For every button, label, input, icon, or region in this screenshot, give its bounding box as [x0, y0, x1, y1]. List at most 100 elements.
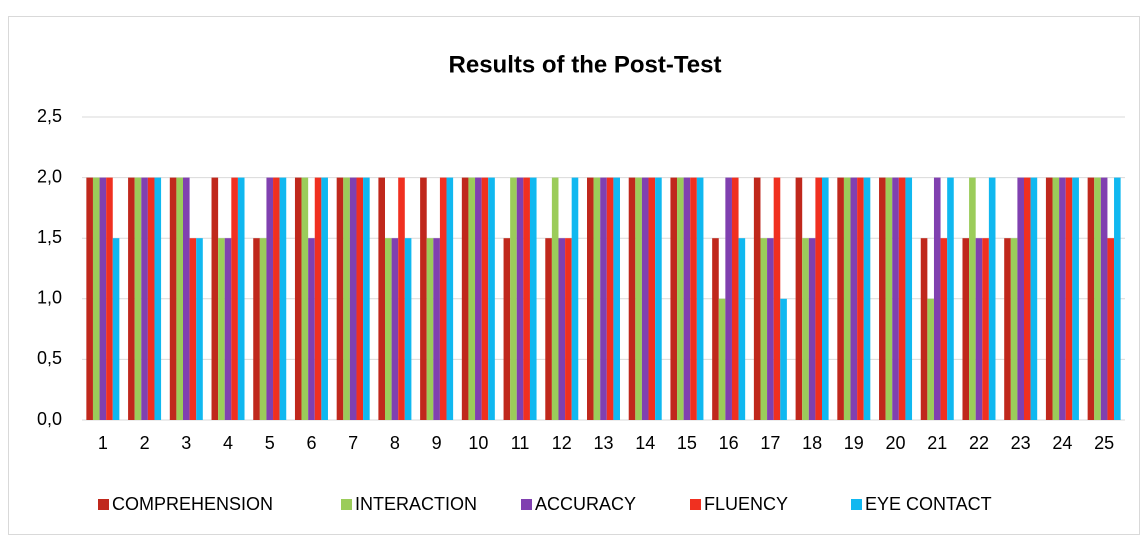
x-tick-label: 8: [390, 433, 400, 453]
bar: [648, 177, 656, 420]
x-tick-label: 13: [593, 433, 613, 453]
bar: [600, 177, 607, 420]
bar: [481, 177, 489, 420]
bar: [189, 238, 197, 420]
bar: [892, 177, 899, 420]
x-tick-label: 3: [181, 433, 191, 453]
bar: [1065, 177, 1073, 420]
bar: [279, 177, 287, 420]
bar: [837, 177, 844, 420]
bar: [176, 177, 183, 420]
legend-label: EYE CONTACT: [865, 494, 992, 514]
bar: [1052, 177, 1060, 420]
bar: [169, 177, 177, 420]
bar: [308, 238, 315, 420]
bar: [898, 177, 906, 420]
bar: [718, 298, 726, 420]
bar: [655, 177, 662, 420]
bar: [461, 177, 469, 420]
bar: [439, 177, 447, 420]
bar: [503, 238, 511, 420]
bar: [1072, 177, 1079, 420]
bar: [712, 238, 719, 420]
bar: [141, 177, 148, 420]
bar: [551, 177, 559, 420]
bar: [920, 238, 928, 420]
y-tick-label: 0,5: [37, 348, 62, 368]
bar: [905, 177, 913, 420]
bar: [753, 177, 761, 420]
bar: [738, 238, 746, 420]
bar: [112, 238, 120, 420]
bar: [822, 177, 829, 420]
bar: [523, 177, 530, 420]
bar: [218, 238, 225, 420]
bar: [802, 238, 809, 420]
bar: [231, 177, 238, 420]
legend-label: INTERACTION: [355, 494, 477, 514]
bar: [1059, 177, 1066, 420]
bar: [773, 177, 781, 420]
bar: [565, 238, 572, 420]
x-tick-label: 24: [1052, 433, 1072, 453]
bar: [529, 177, 537, 420]
bar: [349, 177, 357, 420]
bar: [1024, 177, 1031, 420]
bar: [294, 177, 302, 420]
x-tick-label: 7: [348, 433, 358, 453]
bar: [857, 177, 864, 420]
bar: [677, 177, 684, 420]
bar: [760, 238, 768, 420]
bar: [196, 238, 203, 420]
y-tick-label: 0,0: [37, 409, 62, 429]
x-tick-label: 11: [511, 433, 530, 453]
x-tick-label: 10: [468, 433, 488, 453]
x-tick-label: 20: [886, 433, 906, 453]
legend-label: FLUENCY: [704, 494, 788, 514]
x-tick-label: 4: [223, 433, 233, 453]
bar: [731, 177, 739, 420]
x-tick-label: 16: [719, 433, 739, 453]
y-tick-label: 2,0: [37, 166, 62, 186]
y-tick-label: 2,5: [37, 106, 62, 126]
bar: [378, 177, 385, 420]
bar: [1045, 177, 1053, 420]
bar: [1107, 238, 1115, 420]
bar: [947, 177, 954, 420]
bar: [1114, 177, 1121, 420]
x-tick-label: 9: [432, 433, 442, 453]
bar: [1094, 177, 1101, 420]
bar: [606, 177, 614, 420]
bar: [780, 298, 787, 420]
bar: [475, 177, 482, 420]
bar: [385, 238, 392, 420]
bar: [237, 177, 245, 420]
bar: [266, 177, 274, 420]
bar: [1004, 238, 1011, 420]
x-tick-label: 14: [635, 433, 655, 453]
bar: [128, 177, 135, 420]
legend-swatch: [98, 499, 109, 510]
bar: [690, 177, 697, 420]
x-tick-label: 25: [1094, 433, 1114, 453]
x-tick-label: 2: [140, 433, 150, 453]
bar: [683, 177, 691, 420]
bar: [301, 177, 309, 420]
x-tick-label: 6: [306, 433, 316, 453]
bar: [545, 238, 552, 420]
bar: [356, 177, 364, 420]
chart-title: Results of the Post-Test: [449, 51, 722, 78]
bar: [843, 177, 851, 420]
bar: [696, 177, 704, 420]
bar: [1030, 177, 1038, 420]
bar: [398, 177, 405, 420]
bar: [404, 238, 412, 420]
bar: [253, 238, 260, 420]
bar: [940, 238, 948, 420]
x-tick-label: 15: [677, 433, 697, 453]
x-tick-label: 18: [802, 433, 822, 453]
bar: [321, 177, 328, 420]
bar: [1017, 177, 1024, 420]
bar: [670, 177, 678, 420]
